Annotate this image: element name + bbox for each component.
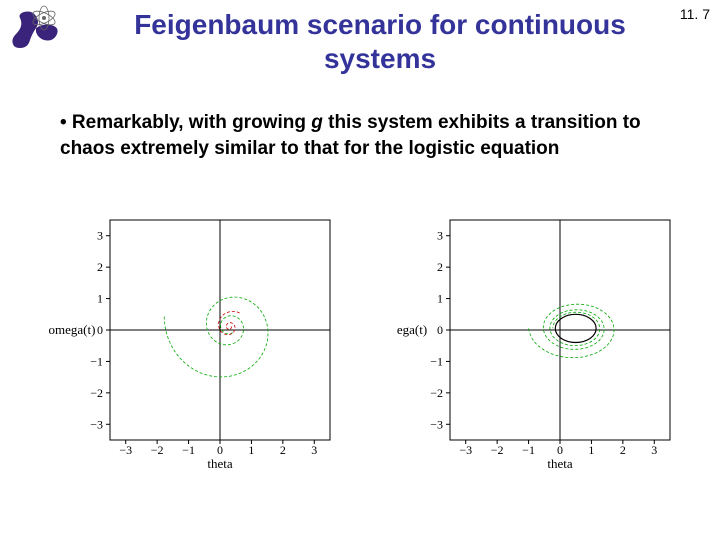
- svg-text:2: 2: [97, 260, 103, 274]
- svg-text:−2: −2: [491, 443, 504, 457]
- svg-text:theta: theta: [547, 456, 572, 470]
- svg-text:0: 0: [97, 323, 103, 337]
- svg-text:−2: −2: [151, 443, 164, 457]
- logo-icon: [6, 4, 66, 54]
- page-number: 11. 7: [680, 6, 710, 22]
- svg-text:−2: −2: [430, 386, 443, 400]
- svg-text:1: 1: [588, 443, 594, 457]
- svg-text:2: 2: [280, 443, 286, 457]
- svg-text:2: 2: [620, 443, 626, 457]
- svg-text:−1: −1: [522, 443, 535, 457]
- svg-text:theta: theta: [207, 456, 232, 470]
- svg-text:−2: −2: [90, 386, 103, 400]
- svg-text:1: 1: [248, 443, 254, 457]
- svg-text:omega(t): omega(t): [49, 322, 96, 337]
- svg-text:3: 3: [651, 443, 657, 457]
- slide-title: Feigenbaum scenario for continuous syste…: [90, 8, 670, 75]
- bullet-text: • Remarkably, with growing g this system…: [60, 110, 660, 161]
- svg-text:2: 2: [437, 260, 443, 274]
- svg-text:1: 1: [437, 292, 443, 306]
- bullet-italic-g: g: [311, 112, 323, 133]
- phase-plot-right: −3 −2 −1 0 1 2 3 −3 −2 −1 0 1 2 3 theta ega(t): [380, 210, 680, 470]
- bullet-prefix: • Remarkably, with growing: [60, 112, 311, 133]
- svg-text:1: 1: [97, 292, 103, 306]
- svg-text:ega(t): ega(t): [397, 322, 427, 337]
- svg-text:−3: −3: [90, 417, 103, 431]
- charts-row: −3 −2 −1 0 1 2 3 −3 −2 −1 0 1 2 3 theta omega(t) −3 −2 −1…: [40, 210, 680, 470]
- svg-text:3: 3: [97, 229, 103, 243]
- svg-text:0: 0: [437, 323, 443, 337]
- svg-text:−1: −1: [90, 354, 103, 368]
- phase-plot-left: −3 −2 −1 0 1 2 3 −3 −2 −1 0 1 2 3 theta omega(t): [40, 210, 340, 470]
- svg-text:−1: −1: [182, 443, 195, 457]
- svg-text:3: 3: [311, 443, 317, 457]
- svg-text:−1: −1: [430, 354, 443, 368]
- svg-text:3: 3: [437, 229, 443, 243]
- svg-text:−3: −3: [119, 443, 132, 457]
- svg-text:0: 0: [217, 443, 223, 457]
- svg-text:0: 0: [557, 443, 563, 457]
- svg-text:−3: −3: [430, 417, 443, 431]
- svg-text:−3: −3: [459, 443, 472, 457]
